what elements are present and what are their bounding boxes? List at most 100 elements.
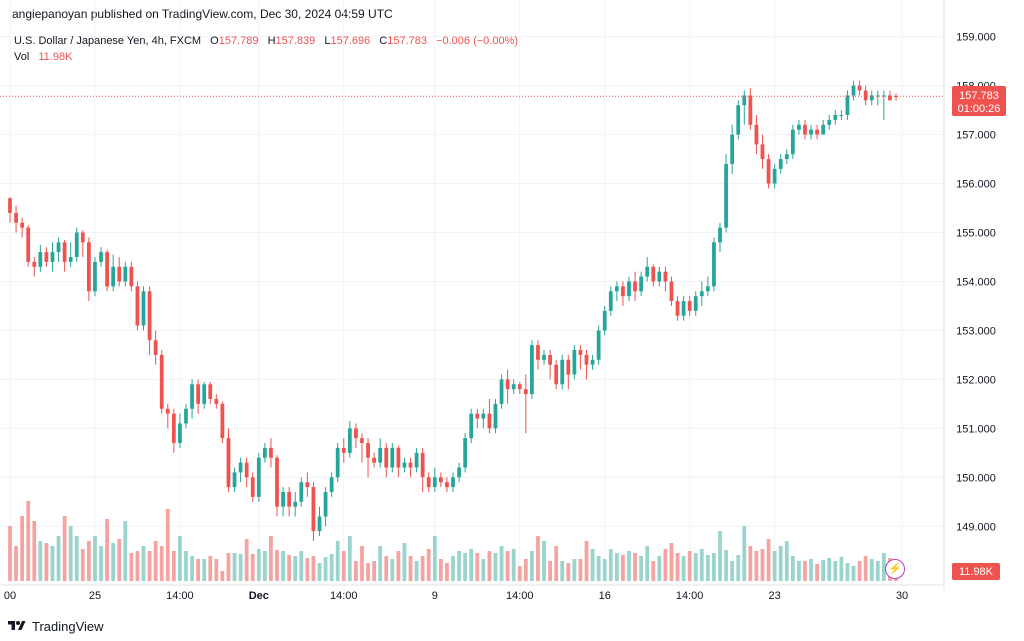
x-tick-label: 16: [599, 590, 611, 602]
candle-body: [226, 438, 231, 488]
candle-body: [517, 384, 522, 390]
volume-bar: [736, 555, 741, 581]
volume-bar: [505, 551, 510, 581]
candle-body: [845, 95, 850, 116]
volume-tag-value: 11.98K: [959, 566, 994, 578]
candle-body: [275, 457, 279, 507]
volume-bar: [99, 546, 103, 581]
volume-bar: [68, 526, 73, 581]
candle-body: [354, 428, 358, 439]
publish-attribution: angiepanoyan published on TradingView.co…: [12, 7, 393, 21]
volume-bar: [390, 559, 395, 581]
x-tick-label: 14:00: [166, 590, 194, 602]
volume-bar: [384, 556, 389, 581]
x-tick-label: 00: [4, 590, 16, 602]
candle-body: [645, 266, 650, 277]
volume-bar: [790, 556, 795, 581]
candle-body: [438, 477, 443, 483]
candle-body: [705, 286, 710, 292]
volume-bar: [687, 551, 692, 581]
volume-bar: [159, 546, 164, 581]
volume-bar: [190, 556, 194, 581]
candle-body: [827, 119, 832, 125]
volume-bar: [645, 546, 650, 581]
candle-body: [105, 252, 109, 287]
candle-body: [457, 467, 461, 478]
volume-bar: [171, 551, 176, 581]
y-tick-label: 153.000: [956, 325, 996, 337]
volume-bar: [542, 541, 546, 581]
y-tick-label: 149.000: [956, 521, 996, 533]
volume-bar: [602, 559, 607, 581]
candle-body: [523, 389, 528, 395]
candle-body: [639, 276, 644, 292]
volume-bar: [724, 550, 728, 581]
candle-body: [196, 384, 201, 404]
volume-bar: [481, 559, 486, 581]
volume-bar: [438, 559, 443, 581]
candle-body: [499, 379, 504, 404]
candle-body: [693, 296, 698, 311]
y-tick-label: 151.000: [956, 423, 996, 435]
candle-body: [129, 266, 134, 287]
volume-bars: [8, 501, 898, 581]
volume-bar: [378, 546, 383, 581]
volume-bar: [293, 556, 298, 581]
volume-bar: [523, 559, 528, 581]
volume-bar: [554, 546, 559, 581]
volume-bar: [38, 541, 43, 581]
candle-body: [238, 462, 243, 473]
lightning-icon[interactable]: ⚡: [885, 559, 905, 579]
volume-bar: [341, 551, 346, 581]
volume-bar: [675, 553, 680, 581]
volume-bar: [493, 553, 498, 581]
candle-body: [863, 90, 868, 101]
footer-brand-text: TradingView: [32, 618, 104, 634]
time-axis[interactable]: 00 25 14:00 Dec 14:00 9 14:00 16 14:00 23 30: [0, 584, 944, 602]
candle-body: [778, 159, 783, 169]
candle-body: [165, 408, 170, 414]
footer-branding[interactable]: TradingView: [8, 615, 104, 637]
candle-body: [602, 310, 607, 331]
volume-bar: [414, 561, 419, 581]
volume-bar: [232, 553, 237, 581]
price-axis[interactable]: 149.000 150.000 151.000 152.000 153.000 154.0…: [943, 0, 996, 590]
volume-bar: [669, 543, 674, 581]
candle-body: [699, 291, 704, 297]
volume-bar: [238, 554, 243, 581]
volume-bar: [614, 553, 619, 581]
candle-body: [62, 242, 67, 262]
volume-bar: [135, 551, 140, 581]
candle-body: [335, 447, 340, 478]
candle-body: [578, 350, 583, 355]
volume-bar: [269, 536, 273, 581]
volume-bar: [469, 549, 474, 581]
x-tick-label: 14:00: [676, 590, 704, 602]
candle-body: [8, 198, 12, 213]
attribution-text: angiepanoyan published on TradingView.co…: [12, 7, 393, 21]
candle-body: [857, 85, 862, 91]
candle-body: [111, 266, 116, 287]
x-tick-label: 30: [896, 590, 908, 602]
candle-body: [68, 256, 73, 262]
volume-bar: [244, 539, 249, 581]
candle-body: [256, 457, 261, 497]
y-tick-label: 155.000: [956, 228, 996, 240]
y-tick-label: 150.000: [956, 472, 996, 484]
candle-body: [742, 95, 747, 106]
candle-body: [894, 95, 898, 97]
x-tick-label: 14:00: [330, 590, 358, 602]
volume-bar: [499, 546, 504, 581]
volume-bar: [742, 526, 747, 581]
candle-body: [38, 252, 43, 267]
candle-body: [414, 452, 419, 468]
volume-bar: [639, 556, 644, 581]
candle-body: [875, 95, 880, 97]
volume-bar: [560, 561, 565, 581]
volume-bar: [44, 543, 49, 581]
volume-bar: [827, 558, 832, 581]
price-tag-countdown: 01:00:26: [958, 103, 1001, 115]
volume-bar: [281, 551, 285, 581]
legend-volume: Vol 11.98K: [14, 51, 73, 63]
